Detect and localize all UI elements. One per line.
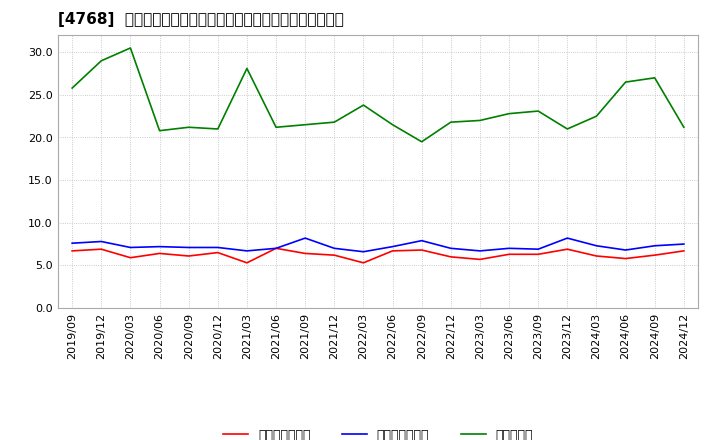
売上債権回転率 bbox=[680, 248, 688, 253]
買入債務回転率 bbox=[156, 244, 164, 249]
売上債権回転率 bbox=[97, 246, 106, 252]
買入債務回転率 bbox=[213, 245, 222, 250]
売上債権回転率 bbox=[621, 256, 630, 261]
売上債権回転率 bbox=[446, 254, 455, 260]
買入債務回転率 bbox=[388, 244, 397, 249]
売上債権回転率 bbox=[330, 253, 338, 258]
在庫回転率 bbox=[126, 45, 135, 51]
買入債務回転率 bbox=[505, 246, 513, 251]
Line: 買入債務回転率: 買入債務回転率 bbox=[72, 238, 684, 252]
売上債権回転率 bbox=[156, 251, 164, 256]
Legend: 売上債権回転率, 買入債務回転率, 在庫回転率: 売上債権回転率, 買入債務回転率, 在庫回転率 bbox=[223, 429, 533, 440]
買入債務回転率 bbox=[650, 243, 659, 249]
買入債務回転率 bbox=[301, 235, 310, 241]
売上債権回転率 bbox=[534, 252, 543, 257]
在庫回転率 bbox=[446, 120, 455, 125]
買入債務回転率 bbox=[97, 239, 106, 244]
在庫回転率 bbox=[505, 111, 513, 116]
在庫回転率 bbox=[301, 122, 310, 127]
売上債権回転率 bbox=[213, 250, 222, 255]
売上債権回転率 bbox=[126, 255, 135, 260]
買入債務回転率 bbox=[534, 246, 543, 252]
在庫回転率 bbox=[388, 122, 397, 127]
在庫回転率 bbox=[68, 85, 76, 91]
在庫回転率 bbox=[156, 128, 164, 133]
在庫回転率 bbox=[213, 126, 222, 132]
売上債権回転率 bbox=[271, 246, 280, 251]
買入債務回転率 bbox=[68, 241, 76, 246]
売上債権回転率 bbox=[505, 252, 513, 257]
売上債権回転率 bbox=[650, 253, 659, 258]
在庫回転率 bbox=[563, 126, 572, 132]
買入債務回転率 bbox=[476, 248, 485, 253]
売上債権回転率 bbox=[418, 247, 426, 253]
在庫回転率 bbox=[330, 120, 338, 125]
売上債権回転率 bbox=[359, 260, 368, 265]
在庫回転率 bbox=[621, 80, 630, 85]
売上債権回転率 bbox=[592, 253, 600, 259]
在庫回転率 bbox=[97, 58, 106, 63]
在庫回転率 bbox=[534, 108, 543, 114]
買入債務回転率 bbox=[184, 245, 193, 250]
買入債務回転率 bbox=[592, 243, 600, 249]
買入債務回転率 bbox=[243, 248, 251, 253]
在庫回転率 bbox=[650, 75, 659, 81]
Line: 在庫回転率: 在庫回転率 bbox=[72, 48, 684, 142]
買入債務回転率 bbox=[271, 246, 280, 251]
買入債務回転率 bbox=[563, 235, 572, 241]
Line: 売上債権回転率: 売上債権回転率 bbox=[72, 248, 684, 263]
売上債権回転率 bbox=[184, 253, 193, 259]
売上債権回転率 bbox=[68, 248, 76, 253]
売上債権回転率 bbox=[388, 248, 397, 253]
在庫回転率 bbox=[243, 66, 251, 71]
買入債務回転率 bbox=[126, 245, 135, 250]
売上債権回転率 bbox=[476, 257, 485, 262]
在庫回転率 bbox=[476, 118, 485, 123]
在庫回転率 bbox=[592, 114, 600, 119]
在庫回転率 bbox=[271, 125, 280, 130]
買入債務回転率 bbox=[330, 246, 338, 251]
在庫回転率 bbox=[680, 125, 688, 130]
買入債務回転率 bbox=[359, 249, 368, 254]
在庫回転率 bbox=[184, 125, 193, 130]
在庫回転率 bbox=[359, 103, 368, 108]
売上債権回転率 bbox=[243, 260, 251, 265]
売上債権回転率 bbox=[563, 246, 572, 252]
買入債務回転率 bbox=[621, 247, 630, 253]
売上債権回転率 bbox=[301, 251, 310, 256]
在庫回転率 bbox=[418, 139, 426, 144]
買入債務回転率 bbox=[446, 246, 455, 251]
Text: [4768]  売上債権回転率、買入債務回転率、在庫回転率の推移: [4768] 売上債権回転率、買入債務回転率、在庫回転率の推移 bbox=[58, 12, 343, 27]
買入債務回転率 bbox=[418, 238, 426, 243]
買入債務回転率 bbox=[680, 242, 688, 247]
